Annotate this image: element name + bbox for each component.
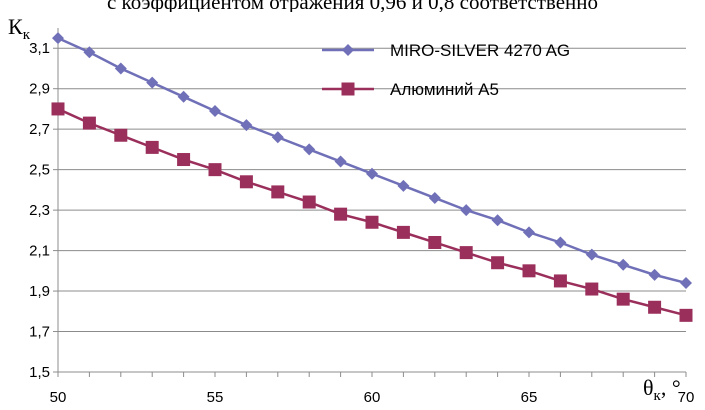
y-tick-label: 1,5 [29,364,50,381]
data-point-diamond [460,204,473,217]
data-point-square [82,116,96,130]
x-axis-label: θк, ° [643,375,681,404]
data-point-square [114,128,128,142]
x-tick-label: 60 [364,389,381,406]
data-point-square [208,163,222,177]
data-point-square [341,82,355,96]
data-point-diamond [146,76,159,89]
data-point-diamond [52,32,64,45]
data-point-diamond [114,62,127,75]
data-point-square [51,102,65,116]
data-point-square [585,282,599,296]
y-tick-label: 2,7 [29,121,50,138]
data-point-diamond [83,46,96,59]
x-tick-label: 65 [521,389,538,406]
x-tick-label: 55 [207,389,224,406]
series-1 [52,32,692,289]
y-tick-label: 2,5 [29,162,50,179]
y-tick-label: 2,9 [29,81,50,98]
data-point-square [553,274,567,288]
data-point-diamond [491,214,504,227]
data-point-square [616,292,630,306]
y-tick-label: 3,1 [29,40,50,57]
data-point-square [428,235,442,249]
y-tick-label: 1,7 [29,324,50,341]
tick-labels: 1,5 1,7 1,9 2,1 2,3 2,5 2,7 2,9 3,1 50 55 60 65 70 [29,40,694,406]
caption-fragment: с коэффициентом отражения 0,96 и 0,8 соо… [106,0,599,12]
data-point-diamond [585,248,598,261]
data-point-square [177,153,191,167]
data-point-diamond [209,104,221,117]
data-point-square [491,256,505,270]
data-point-square [145,140,159,154]
legend: MIRO-SILVER 4270 AG Алюминий А5 [322,41,570,99]
y-tick-label: 1,9 [29,283,50,300]
data-point-diamond [342,44,354,56]
legend-label: Алюминий А5 [390,80,499,99]
data-point-square [396,225,410,239]
data-point-diamond [397,179,410,192]
data-point-diamond [334,155,347,168]
data-point-diamond [523,226,535,239]
y-tick-label: 2,3 [29,202,50,219]
data-point-square [239,175,253,189]
data-point-diamond [554,236,567,249]
data-point-square [334,207,348,221]
data-point-diamond [617,258,630,271]
data-point-diamond [648,268,661,281]
data-point-square [459,246,473,260]
data-point-square [365,215,379,229]
series-line [57,36,687,285]
data-point-diamond [271,131,284,144]
chart-grid [58,47,686,373]
legend-label: MIRO-SILVER 4270 AG [390,41,570,60]
data-point-square [679,308,693,322]
data-point-square [522,264,536,278]
x-tick-label: 50 [50,389,67,406]
data-point-diamond [240,119,253,132]
data-point-square [302,195,316,209]
y-tick-label: 2,1 [29,243,50,260]
data-point-diamond [680,276,692,289]
y-axis-label: Кк [8,14,31,43]
data-point-square [648,300,662,314]
series-2 [51,102,693,322]
data-point-diamond [177,90,190,103]
chart-axes [53,28,687,377]
x-tick-label: 70 [678,389,695,406]
data-point-square [271,185,285,199]
data-point-diamond [366,167,378,180]
data-point-diamond [428,191,441,204]
data-point-diamond [303,143,316,156]
chart-series [51,32,693,322]
